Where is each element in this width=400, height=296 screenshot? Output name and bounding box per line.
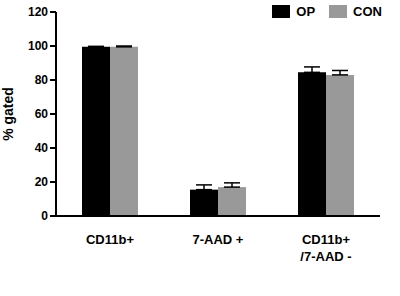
svg-text:7-AAD +: 7-AAD + [193,232,244,247]
svg-text:0: 0 [41,209,48,223]
svg-text:/7-AAD -: /7-AAD - [300,249,351,264]
svg-text:60: 60 [35,107,49,121]
svg-text:80: 80 [35,73,49,87]
svg-text:20: 20 [35,175,49,189]
svg-text:120: 120 [28,5,48,19]
html-text:CON: CON [353,4,382,19]
svg-text:40: 40 [35,141,49,155]
svg-text:CD11b+: CD11b+ [302,232,350,247]
svg-text:% gated: % gated [8,87,16,141]
html-text:OP: OP [296,4,316,19]
svg-text:100: 100 [28,39,48,53]
svg-text:CD11b+: CD11b+ [86,232,134,247]
